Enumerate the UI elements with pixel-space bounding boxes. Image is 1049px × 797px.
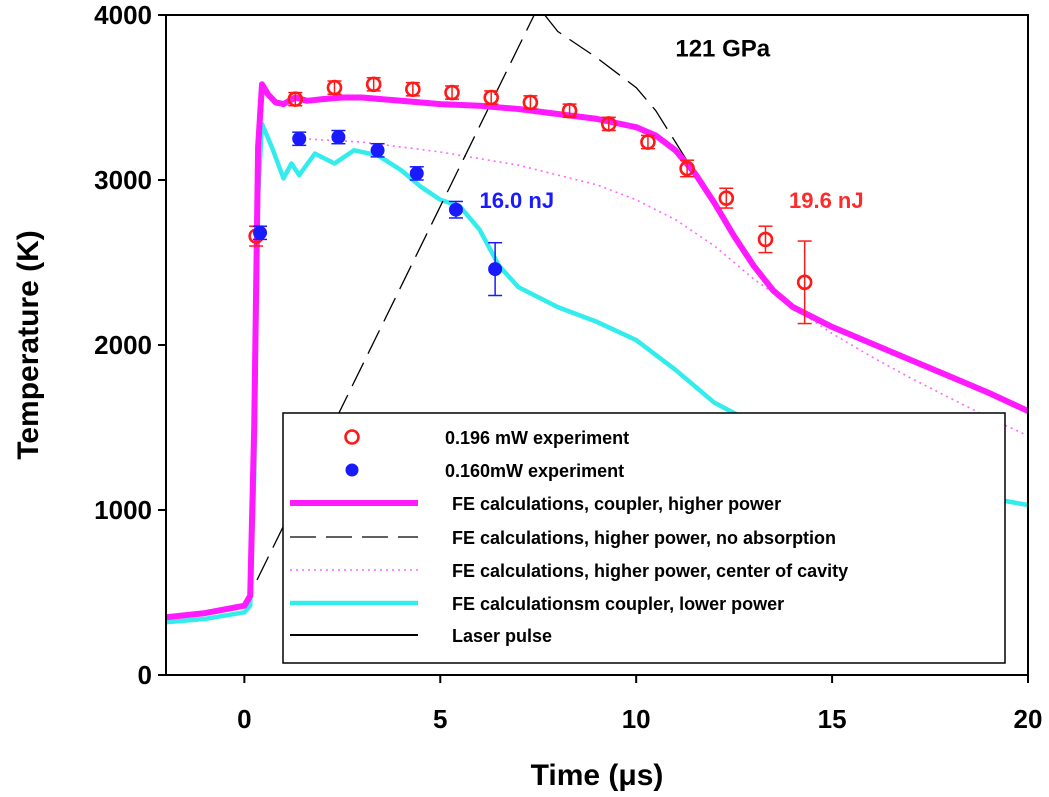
y-tick-label-2: 2000 [94,330,152,360]
legend-label: 0.160mW experiment [445,461,624,481]
data-point-1-1 [292,131,307,147]
marker-open [287,91,304,107]
legend: 0.196 mW experiment 0.160mW experiment FE … [282,412,1006,664]
data-point-1-5 [448,200,463,219]
data-point-0-5 [444,84,460,101]
legend-item-6: Laser pulse [290,626,552,646]
marker-open [522,94,539,111]
marker-filled [409,166,424,181]
y-tick-label-4: 4000 [94,0,152,30]
data-point-0-13 [757,225,774,254]
marker-filled [253,225,268,240]
series-line-4 [303,138,1028,437]
data-point-0-4 [405,81,421,98]
data-point-0-3 [365,76,382,93]
y-tick-label-0: 0 [138,660,152,690]
marker-open [718,190,735,206]
legend-label: FE calculations, higher power, center of… [452,561,848,581]
marker-open [444,84,460,101]
annotation-1: 16.0 nJ [479,188,554,213]
marker-filled [331,130,346,145]
x-axis-label: Time (μs) [531,759,664,792]
annotation-2: 19.6 nJ [789,188,864,213]
data-point-0-9 [600,116,617,132]
data-point-1-0 [253,225,268,241]
data-point-1-3 [370,142,385,158]
axis-labels: Time (μs) Temperature (K) [12,230,663,792]
marker-filled [370,143,385,158]
x-tick-label-3: 15 [818,704,847,734]
data-point-0-1 [287,91,304,107]
axis-ticks: 0 5 10 15 20 0 1000 2000 3000 4000 [94,0,1042,734]
data-point-0-11 [679,159,695,178]
marker-filled [292,131,307,146]
legend-marker [344,429,360,445]
data-point-0-14 [796,240,813,325]
legend-box [282,412,1006,664]
data-point-0-6 [483,89,500,106]
data-point-0-7 [522,94,539,111]
legend-item-0: 0.196 mW experiment [344,428,629,448]
y-tick-label-3: 3000 [94,165,152,195]
legend-label: FE calculations, coupler, higher power [452,494,781,514]
marker-open [600,116,617,132]
legend-label: FE calculationsm coupler, lower power [452,594,784,614]
legend-item-5: FE calculationsm coupler, lower power [290,594,784,614]
legend-marker [345,463,359,477]
data-point-0-2 [326,79,343,96]
marker-open [757,231,774,248]
marker-layer [248,76,813,325]
data-point-1-4 [409,166,424,181]
legend-item-4: FE calculations, higher power, center of… [290,561,848,581]
annotation-layer: 121 GPa 16.0 nJ 19.6 nJ [479,35,863,213]
marker-open [796,274,813,291]
marker-open [405,81,421,98]
marker-open [326,79,343,96]
x-tick-label-2: 10 [622,704,651,734]
x-tick-label-0: 0 [237,704,251,734]
y-axis-label: Temperature (K) [12,230,45,459]
marker-filled [448,202,463,217]
annotation-0: 121 GPa [675,35,770,62]
data-point-1-2 [331,129,346,145]
marker-open [483,89,500,106]
plot-frame [165,14,1029,676]
data-point-0-10 [640,134,656,150]
x-tick-label-4: 20 [1014,704,1043,734]
legend-label: Laser pulse [452,626,552,646]
x-tick-label-1: 5 [433,704,447,734]
legend-item-3: FE calculations, higher power, no absorp… [290,528,836,548]
legend-label: FE calculations, higher power, no absorp… [452,528,836,548]
data-point-0-8 [561,102,578,119]
marker-open [365,76,382,93]
data-point-0-12 [718,187,735,209]
data-point-1-6 [488,241,503,297]
series-line-2 [166,81,1028,621]
legend-item-1: 0.160mW experiment [345,461,624,481]
marker-filled [488,262,503,277]
legend-label: 0.196 mW experiment [445,428,629,448]
marker-open [679,160,695,177]
y-tick-label-1: 1000 [94,495,152,525]
marker-open [561,102,578,119]
legend-item-2: FE calculations, coupler, higher power [290,494,781,514]
marker-open [640,134,656,150]
